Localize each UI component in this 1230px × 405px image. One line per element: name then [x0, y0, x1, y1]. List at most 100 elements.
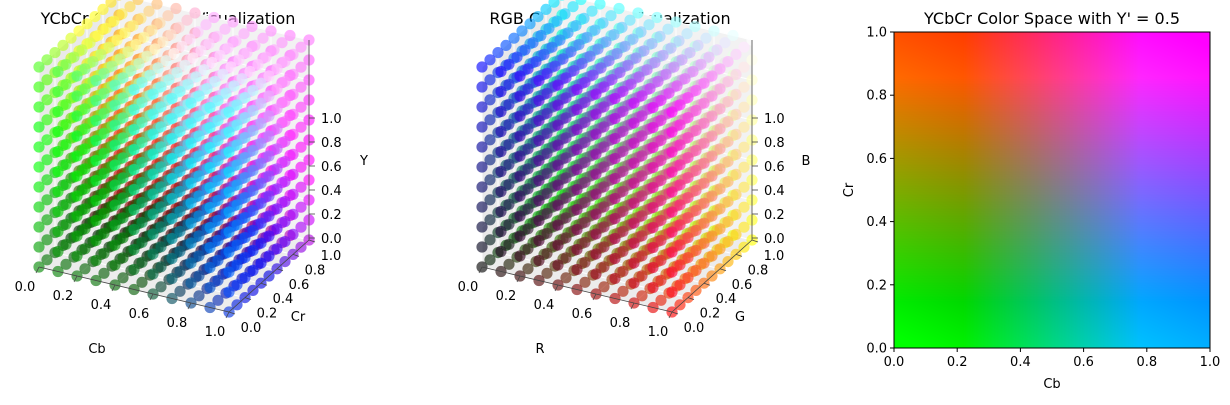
scatter-point: [174, 245, 186, 257]
scatter-point: [147, 168, 159, 180]
scatter-point: [541, 107, 553, 119]
scatter-point: [87, 56, 99, 68]
scatter-point: [193, 110, 205, 122]
scatter-point: [706, 150, 718, 162]
scatter-point: [706, 210, 718, 222]
scatter-point: [579, 96, 591, 108]
scatter-point: [176, 40, 188, 52]
scatter-point: [559, 0, 565, 1]
scatter-point: [484, 214, 496, 226]
scatter-point: [255, 237, 267, 249]
scatter-point: [128, 103, 140, 116]
scatter-point: [117, 92, 129, 104]
scatter-point: [192, 26, 204, 38]
y-tick-label: 0.6: [732, 278, 753, 293]
scatter-point: [503, 198, 515, 210]
scatter-point: [247, 204, 259, 216]
scatter-point: [598, 101, 610, 113]
scatter-point: [79, 223, 91, 235]
scatter-point: [617, 125, 629, 137]
scatter-point: [541, 147, 553, 159]
scatter-point: [722, 196, 734, 208]
scatter-point: [204, 181, 216, 194]
scatter-point: [166, 132, 178, 145]
scatter-point: [514, 230, 526, 242]
scatter-point: [484, 174, 496, 186]
scatter-point: [514, 210, 526, 222]
scatter-point: [287, 208, 299, 220]
scatter-point: [635, 26, 647, 38]
scatter-point: [204, 141, 216, 154]
x-tick: [149, 293, 154, 301]
scatter-point: [598, 181, 610, 193]
scatter-point: [617, 245, 629, 257]
scatter-point: [71, 90, 83, 102]
x-tick-label: 1.0: [205, 325, 226, 340]
scatter-point: [71, 110, 83, 122]
scatter-point: [546, 41, 558, 53]
scatter-point: [109, 119, 121, 131]
scatter-point: [617, 285, 629, 297]
y-axis-line: [228, 239, 310, 313]
scatter-point: [193, 190, 205, 202]
scatter-point: [263, 170, 275, 182]
scatter-point: [212, 254, 224, 266]
x-axis-label: Cb: [88, 342, 105, 357]
scatter-point: [711, 44, 723, 56]
scatter-point: [543, 22, 555, 34]
scatter-point: [295, 81, 307, 93]
scatter-point: [598, 241, 610, 253]
scatter-point: [579, 276, 591, 288]
scatter-point: [185, 177, 197, 189]
scatter-point: [698, 117, 710, 129]
scatter-point: [128, 143, 140, 156]
scatter-point: [147, 108, 159, 120]
y-tick-label: 0.4: [273, 292, 294, 307]
scatter-point: [617, 85, 629, 97]
scatter-point: [666, 146, 678, 158]
scatter-point: [90, 234, 102, 247]
scatter-point: [495, 185, 507, 198]
scatter-point: [109, 79, 121, 91]
scatter-point: [484, 114, 496, 126]
scatter-point: [714, 83, 726, 95]
scatter-point: [185, 217, 197, 229]
x-tick-label: 0.4: [1010, 355, 1031, 370]
scatter-point: [255, 217, 267, 229]
scatter-point: [636, 90, 648, 102]
scatter-point: [193, 150, 205, 162]
scatter-point: [590, 228, 602, 240]
scatter-point: [552, 259, 564, 271]
y-tick-label: 0.0: [684, 321, 705, 336]
scatter-point: [271, 243, 283, 255]
scatter-point: [568, 65, 580, 77]
ycbcr-3d-chart: YCbCr Color Space Visualization 0.00.20.…: [15, 0, 368, 357]
scatter-point: [690, 204, 702, 216]
scatter-point: [239, 112, 251, 124]
scatter-point: [532, 11, 544, 23]
scatter-point: [147, 268, 159, 280]
x-tick-label: 0.6: [572, 307, 593, 322]
scatter-point: [617, 205, 629, 217]
scatter-point: [171, 66, 183, 78]
scatter-point: [41, 234, 53, 246]
scatter-point: [674, 99, 686, 111]
y-tick: [260, 282, 268, 286]
scatter-point: [738, 101, 750, 113]
scatter-point: [90, 74, 102, 87]
scatter-point: [571, 123, 583, 136]
scatter-point: [579, 256, 591, 268]
scatter-point: [109, 219, 121, 231]
scatter-point: [271, 163, 283, 175]
scatter-point: [516, 25, 528, 37]
scatter-point: [600, 36, 612, 48]
heatmap-area: [894, 32, 1210, 348]
data-points: [476, 0, 758, 318]
scatter-point: [628, 277, 640, 289]
scatter-point: [79, 123, 91, 135]
scatter-point: [79, 103, 91, 115]
scatter-point: [185, 157, 197, 169]
scatter-point: [579, 236, 591, 248]
scatter-point: [263, 90, 275, 102]
scatter-point: [193, 250, 205, 262]
